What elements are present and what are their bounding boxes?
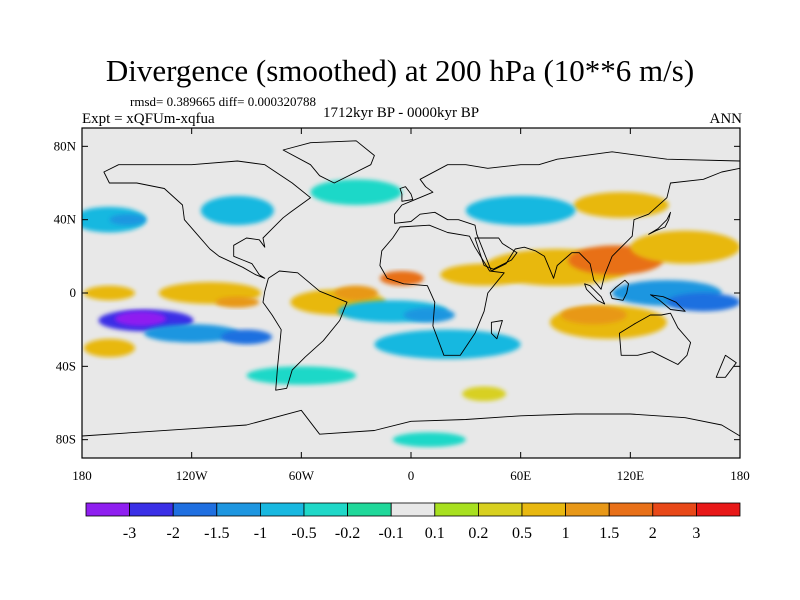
colorbar-swatch bbox=[565, 502, 610, 517]
coastline-south-america bbox=[262, 270, 348, 391]
colorbar-label: -2 bbox=[167, 525, 180, 542]
anomaly-region-6 bbox=[215, 296, 260, 308]
anomaly-region-14 bbox=[573, 192, 669, 218]
coastline-new-guinea bbox=[649, 294, 686, 312]
colorbar-swatch bbox=[608, 502, 654, 517]
colorbar-swatch bbox=[652, 502, 697, 517]
coastline-africa bbox=[379, 224, 505, 356]
anomaly-region-4 bbox=[83, 285, 136, 301]
season-label: ANN bbox=[709, 111, 743, 127]
colorbar-label: 3 bbox=[692, 525, 700, 542]
x-tick-label: 120W bbox=[176, 468, 209, 483]
x-tick-label: 60W bbox=[289, 468, 315, 483]
x-tick-label: 120E bbox=[617, 468, 645, 483]
colorbar: -3 -2 -1.5 -1 -0.5 -0.2 -0.1 0.1 0.2 0.5 1 1.5 2 3 bbox=[85, 502, 741, 542]
coastline-north-america bbox=[103, 160, 311, 279]
colorbar-label: 0.2 bbox=[468, 525, 488, 542]
colorbar-swatch bbox=[172, 502, 218, 517]
rmsd-diff-stats: rmsd= 0.389665 diff= 0.000320788 bbox=[130, 94, 316, 109]
colorbar-label: -0.5 bbox=[291, 525, 316, 542]
coastline-eurasia bbox=[394, 151, 740, 290]
coastline-sumatra bbox=[584, 283, 606, 305]
colorbar-label: 1 bbox=[562, 525, 570, 542]
x-tick-label: 60E bbox=[510, 468, 531, 483]
colorbar-label: -3 bbox=[123, 525, 136, 542]
coastline-australia bbox=[618, 312, 692, 365]
anomaly-region-22 bbox=[403, 307, 455, 323]
colorbar-label: -0.2 bbox=[335, 525, 360, 542]
colorbar-swatch bbox=[434, 502, 479, 517]
anomaly-region-2 bbox=[144, 324, 240, 343]
y-tick-label: 80N bbox=[54, 138, 77, 153]
colorbar-swatch bbox=[216, 502, 261, 517]
anomaly-region-13 bbox=[630, 230, 740, 264]
anomaly-region-30 bbox=[392, 432, 466, 447]
colorbar-swatch bbox=[303, 502, 348, 517]
colorbar-swatch bbox=[521, 502, 566, 517]
colorbar-label: 0.1 bbox=[425, 525, 445, 542]
colorbar-label: 0.5 bbox=[512, 525, 532, 542]
colorbar-swatch bbox=[477, 502, 523, 517]
anomaly-region-1 bbox=[114, 311, 167, 326]
x-axis: 180 120W 60W 0 60E 120E 180 bbox=[72, 128, 750, 483]
anomaly-region-27 bbox=[666, 293, 740, 312]
anomaly-region-19 bbox=[109, 214, 146, 226]
y-tick-label: 80S bbox=[56, 432, 76, 447]
colorbar-label: -1.5 bbox=[204, 525, 229, 542]
anomaly-region-16 bbox=[560, 305, 627, 325]
colorbar-label: 1.5 bbox=[599, 525, 619, 542]
anomaly-region-24 bbox=[465, 195, 576, 226]
coastline-greenland bbox=[282, 140, 375, 184]
coastline-new-zealand bbox=[715, 354, 737, 378]
y-tick-label: 40S bbox=[56, 358, 76, 373]
colorbar-swatch bbox=[347, 502, 392, 517]
x-tick-label: 180 bbox=[730, 468, 750, 483]
coastline-borneo bbox=[609, 279, 629, 301]
coastline-antarctica bbox=[82, 409, 740, 437]
coastline-madagascar bbox=[490, 320, 503, 340]
colorbar-label: -1 bbox=[254, 525, 267, 542]
coastline-japan bbox=[648, 211, 671, 235]
anomaly-region-17 bbox=[83, 338, 136, 358]
coastline-uk bbox=[399, 186, 414, 202]
colorbar-label: -0.1 bbox=[379, 525, 404, 542]
colorbar-label: 2 bbox=[649, 525, 657, 542]
y-tick-label: 40N bbox=[54, 212, 77, 227]
colorbar-swatch bbox=[696, 502, 741, 517]
anomaly-region-3 bbox=[220, 329, 273, 345]
anomaly-region-25 bbox=[310, 179, 402, 206]
anomaly-layer bbox=[82, 179, 740, 447]
anomaly-region-28 bbox=[246, 366, 357, 385]
anomaly-region-23 bbox=[374, 329, 521, 360]
colorbar-swatch bbox=[129, 502, 174, 517]
colorbar-swatch bbox=[390, 502, 436, 517]
y-tick-label: 0 bbox=[70, 285, 77, 300]
x-tick-label: 0 bbox=[408, 468, 415, 483]
coastline-layer bbox=[82, 140, 740, 437]
chart-title: Divergence (smoothed) at 200 hPa (10**6 … bbox=[105, 53, 695, 88]
anomaly-region-9 bbox=[379, 271, 424, 286]
anomaly-region-8 bbox=[334, 285, 379, 301]
colorbar-swatch bbox=[85, 502, 130, 517]
experiment-label: Expt = xQFUm-xqfua bbox=[82, 111, 215, 127]
coastline-arabia-notch bbox=[474, 237, 518, 270]
x-tick-label: 180 bbox=[72, 468, 92, 483]
time-period-label: 1712kyr BP - 0000kyr BP bbox=[323, 105, 480, 121]
anomaly-region-20 bbox=[200, 195, 274, 226]
colorbar-swatch bbox=[259, 502, 305, 517]
y-axis: 80N 40N 0 40S 80S bbox=[54, 138, 740, 447]
anomaly-region-29 bbox=[462, 386, 507, 402]
